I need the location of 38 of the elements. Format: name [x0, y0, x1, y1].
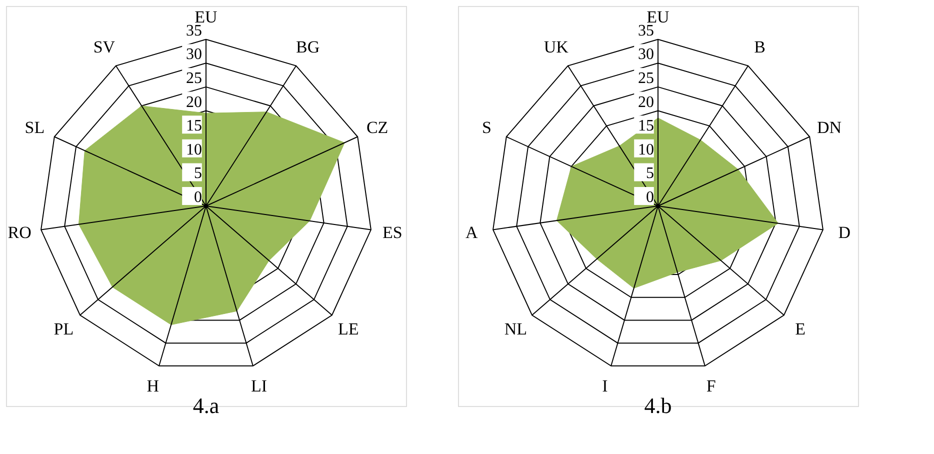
spoke-label: S: [482, 118, 492, 137]
spoke-label: SL: [24, 118, 45, 137]
y-tick-label: 20: [638, 94, 654, 111]
y-tick-label: 25: [186, 70, 202, 87]
y-tick-label: 35: [186, 22, 202, 40]
spoke-label: B: [754, 38, 766, 57]
text: 4.a: [192, 393, 220, 418]
spoke-label: I: [602, 376, 608, 396]
spoke-label: LE: [338, 319, 359, 338]
y-tick-label: 25: [638, 70, 654, 87]
spoke-label: PL: [54, 319, 74, 338]
y-tick-label: 10: [186, 141, 202, 158]
y-tick-label: 5: [646, 165, 654, 182]
spoke-label: A: [465, 222, 478, 242]
y-tick-label: 30: [638, 46, 654, 64]
spoke-label: H: [146, 376, 160, 396]
y-tick-label: 35: [638, 22, 654, 40]
spoke-label: CZ: [366, 118, 388, 137]
spoke-label: F: [706, 376, 716, 396]
y-tick-label: 10: [638, 141, 654, 158]
y-tick-label: 30: [186, 46, 202, 64]
spoke-label: BG: [296, 38, 320, 57]
spoke-label: E: [795, 319, 806, 338]
y-tick-label: 0: [646, 189, 654, 206]
spoke-label: NL: [504, 319, 528, 338]
y-tick-label: 5: [194, 165, 202, 182]
spoke-label: SV: [93, 38, 116, 57]
spoke-label: D: [838, 222, 851, 242]
spoke-label: RO: [8, 222, 32, 242]
y-tick-label: 0: [194, 189, 202, 206]
text: 4.b: [644, 393, 672, 418]
y-tick-label: 20: [186, 94, 202, 111]
spoke-label: DN: [817, 118, 842, 137]
spoke-label: UK: [544, 38, 570, 57]
spoke-label: ES: [382, 222, 402, 242]
y-tick-label: 15: [638, 118, 654, 135]
spoke-label: LI: [251, 376, 268, 396]
y-tick-label: 15: [186, 118, 202, 135]
